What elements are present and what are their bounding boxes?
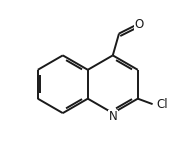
Text: N: N [108,110,117,124]
Text: Cl: Cl [156,98,168,111]
Text: O: O [134,18,144,31]
